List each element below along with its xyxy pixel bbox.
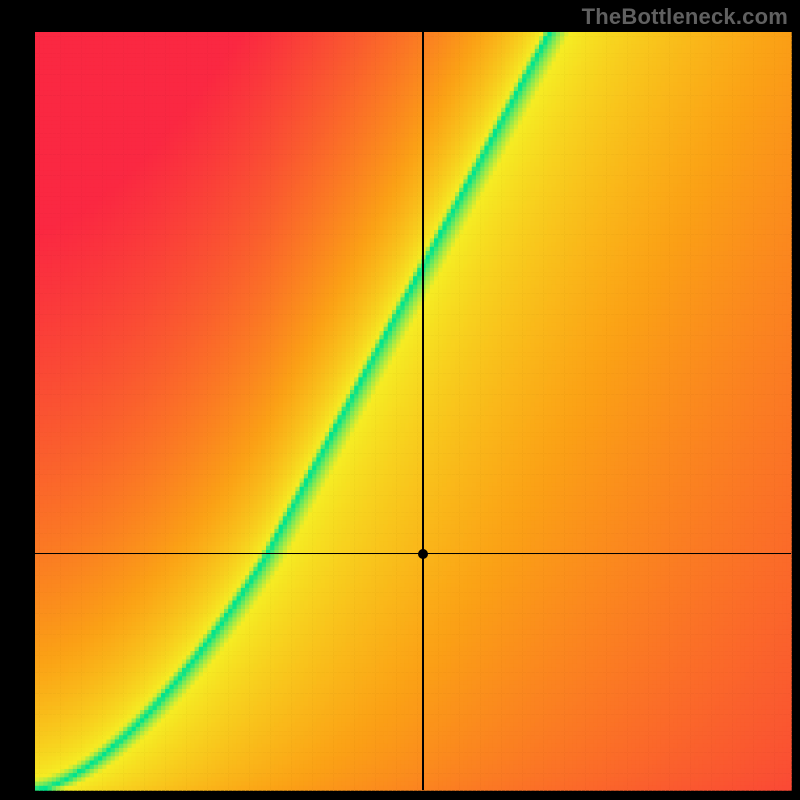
bottleneck-heatmap	[0, 0, 800, 800]
watermark-text: TheBottleneck.com	[582, 4, 788, 30]
crosshair-vertical	[422, 32, 424, 790]
crosshair-marker	[418, 549, 428, 559]
chart-container: TheBottleneck.com	[0, 0, 800, 800]
crosshair-horizontal	[35, 553, 791, 555]
